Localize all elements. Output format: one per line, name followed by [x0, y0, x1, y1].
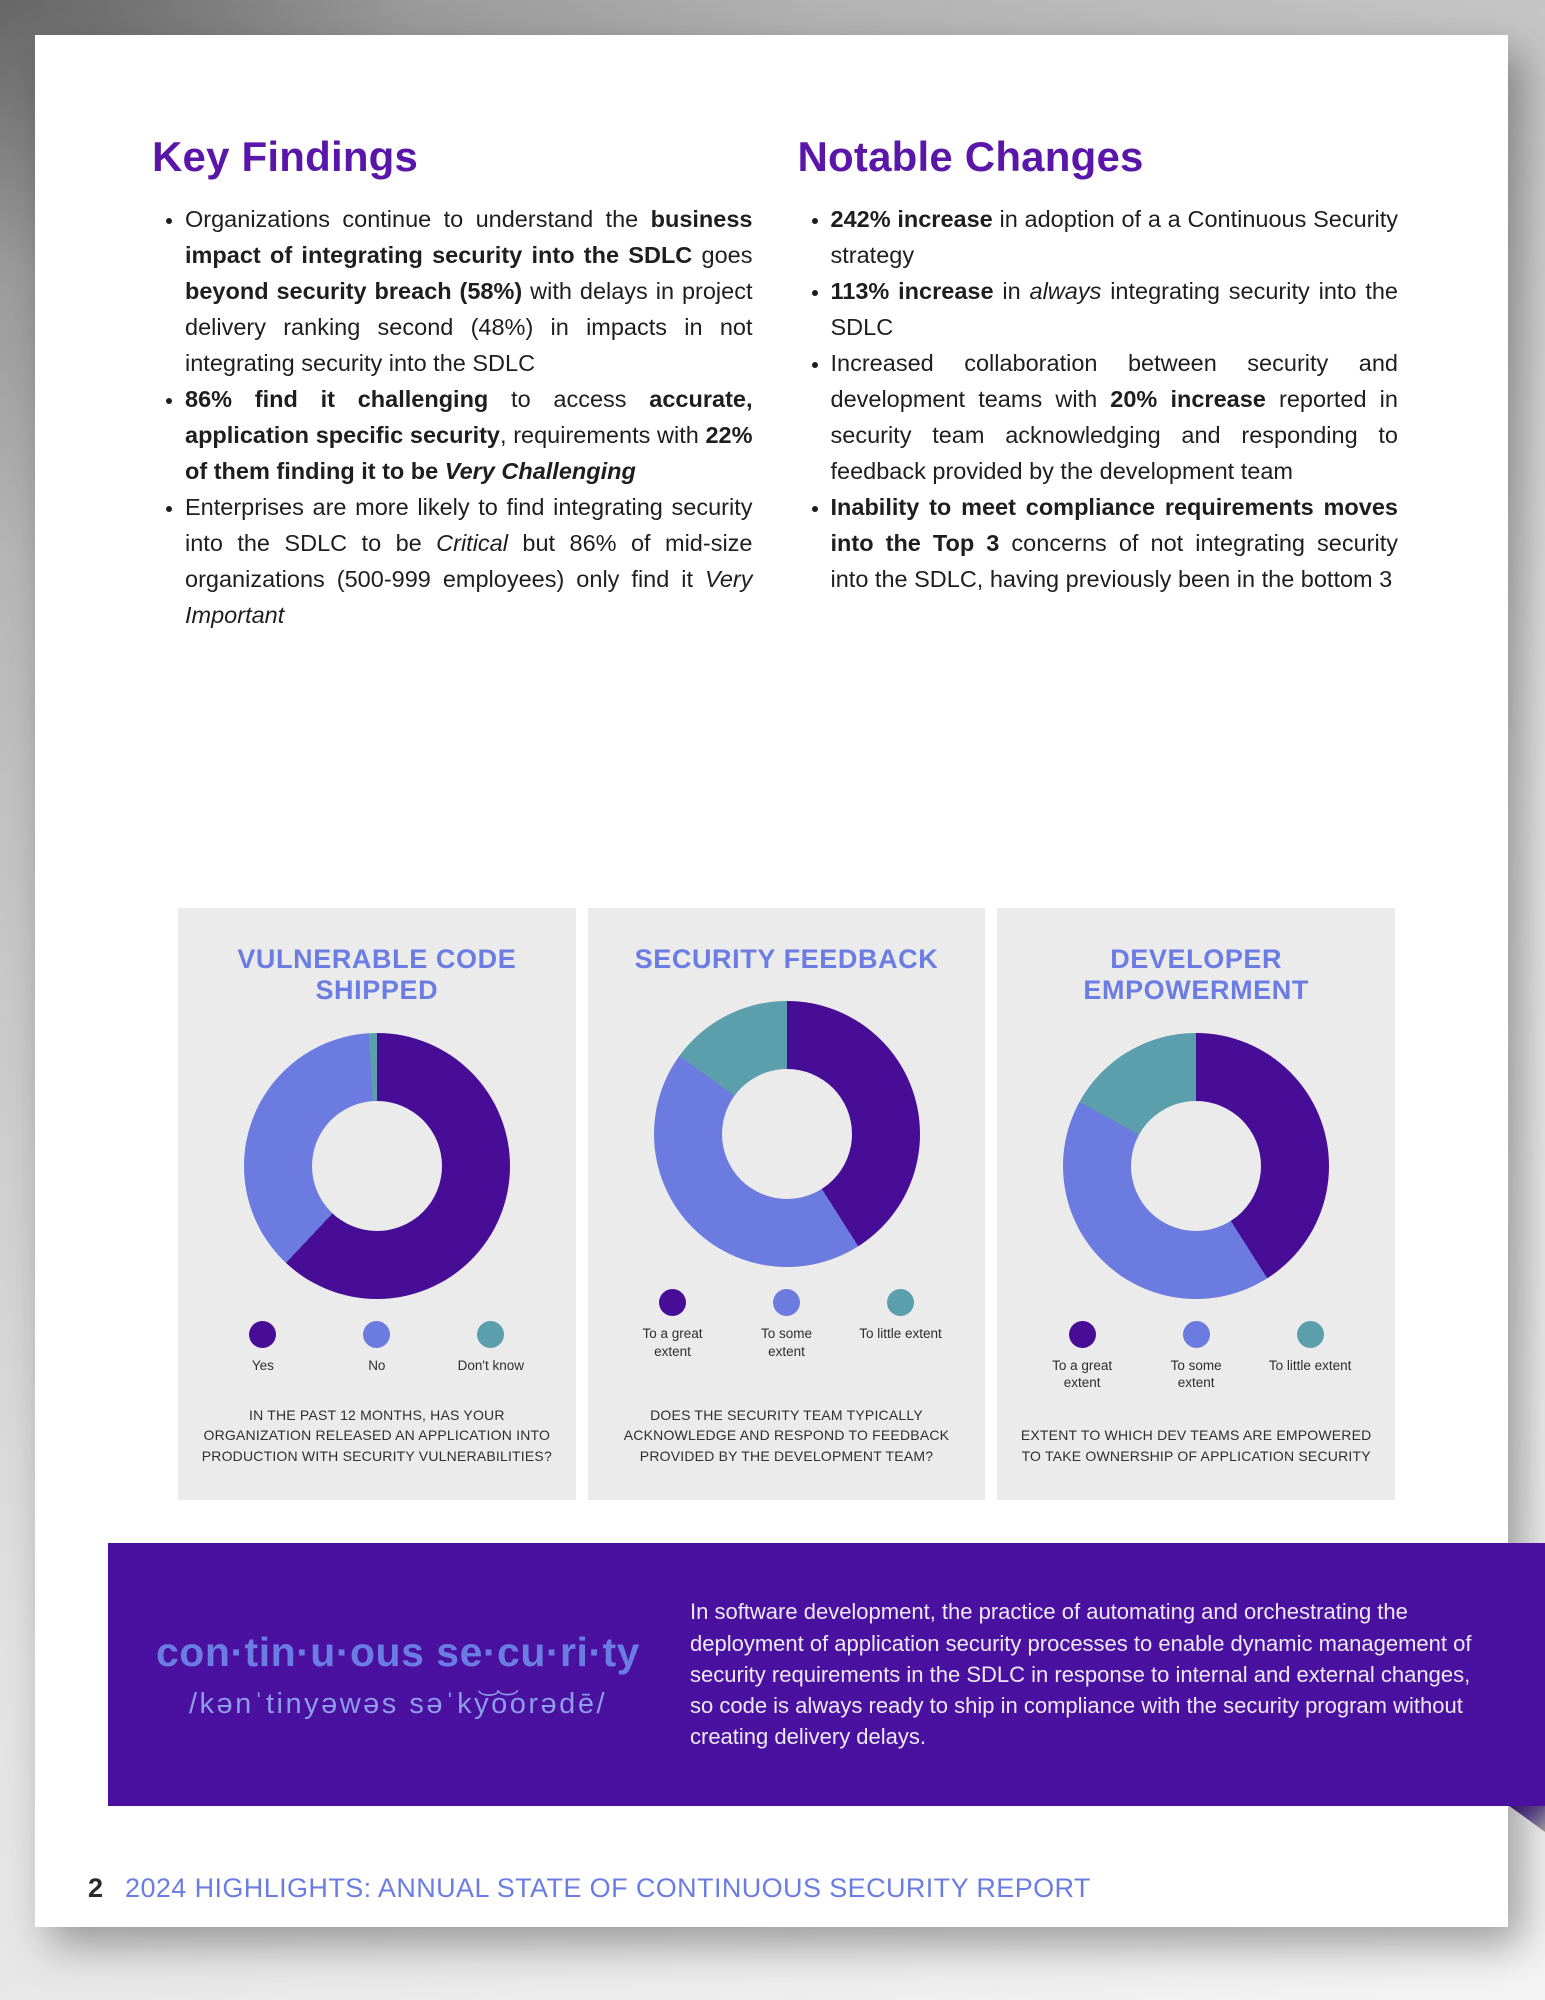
- legend-item: Don't know: [449, 1320, 533, 1375]
- legend-label: Yes: [251, 1357, 274, 1373]
- legend-swatch-icon: [659, 1289, 686, 1317]
- chart-title: DEVELOPER EMPOWERMENT: [1083, 944, 1309, 1006]
- key-findings-title: Key Findings: [152, 133, 419, 180]
- bullet-item: 242% increase in adoption of a a Continu…: [831, 201, 1399, 273]
- definition-term-block: con·tin·u·ous se·cu·ri·ty /kənˈtinyəwəs …: [138, 1629, 658, 1721]
- page-footer: 2 2024 HIGHLIGHTS: ANNUAL STATE OF CONTI…: [88, 1873, 1091, 1904]
- chart-card-vulnerable-code: VULNERABLE CODE SHIPPED Yes No Don't kno…: [178, 908, 576, 1500]
- legend-swatch-icon: [773, 1289, 800, 1317]
- legend-item: No: [335, 1320, 419, 1375]
- legend-item: To little extent: [859, 1289, 943, 1343]
- chart-caption: EXTENT TO WHICH DEV TEAMS ARE EMPOWERED …: [1020, 1427, 1372, 1464]
- legend-swatch-icon: [1182, 1320, 1210, 1348]
- legend-swatch-icon: [249, 1320, 277, 1348]
- legend-label: Don't know: [457, 1357, 525, 1373]
- legend-label: To a great extent: [1052, 1357, 1113, 1391]
- legend-swatch-icon: [363, 1320, 391, 1348]
- text-columns: Key Findings Organizations continue to u…: [152, 133, 1398, 633]
- legend-label: No: [368, 1357, 386, 1373]
- bullet-item: 86% find it challenging to access accura…: [185, 381, 753, 489]
- legend-label: To some extent: [760, 1326, 813, 1359]
- charts-row: VULNERABLE CODE SHIPPED Yes No Don't kno…: [178, 908, 1396, 1500]
- notable-changes-section: Notable Changes 242% increase in adoptio…: [798, 133, 1399, 633]
- legend-item: Yes: [221, 1320, 305, 1375]
- donut-chart: [1063, 1032, 1330, 1299]
- legend-label: To some extent: [1170, 1357, 1222, 1391]
- chart-legend: To a great extent To some extent To litt…: [631, 1289, 943, 1360]
- donut-chart: [653, 1001, 920, 1268]
- legend-label: To a great extent: [642, 1326, 703, 1359]
- bullet-item: Organizations continue to understand the…: [185, 201, 753, 381]
- term-phonetic: /kənˈtinyəwəs səˈky͝o͝orədē/: [189, 1687, 607, 1720]
- legend-swatch-icon: [1296, 1320, 1324, 1348]
- chart-caption: IN THE PAST 12 MONTHS, HAS YOUR ORGANIZA…: [201, 1407, 552, 1464]
- legend-swatch-icon: [1068, 1320, 1096, 1348]
- legend-item: To a great extent: [1040, 1320, 1124, 1392]
- key-findings-list: Organizations continue to understand the…: [152, 201, 753, 633]
- legend-item: To a great extent: [631, 1289, 715, 1360]
- legend-swatch-icon: [477, 1320, 505, 1348]
- legend-label: To little extent: [859, 1326, 942, 1342]
- term-title: con·tin·u·ous se·cu·ri·ty: [156, 1628, 640, 1675]
- legend-item: To some extent: [1154, 1320, 1238, 1392]
- bullet-item: Increased collaboration between security…: [831, 345, 1399, 489]
- notable-changes-title: Notable Changes: [797, 133, 1144, 180]
- banner-fold-corner-icon: [1508, 1805, 1545, 1832]
- chart-title: VULNERABLE CODE SHIPPED: [237, 944, 517, 1006]
- footer-title: 2024 HIGHLIGHTS: ANNUAL STATE OF CONTINU…: [125, 1873, 1091, 1903]
- chart-caption: DOES THE SECURITY TEAM TYPICALLY ACKNOWL…: [623, 1407, 950, 1464]
- notable-changes-list: 242% increase in adoption of a a Continu…: [798, 201, 1399, 597]
- legend-item: To little extent: [1268, 1320, 1352, 1375]
- chart-card-security-feedback: SECURITY FEEDBACK To a great extent To s…: [587, 908, 986, 1500]
- page-number: 2: [88, 1873, 104, 1903]
- chart-card-developer-empowerment: DEVELOPER EMPOWERMENT To a great extent …: [997, 908, 1396, 1500]
- definition-text: In software development, the practice of…: [690, 1599, 1472, 1750]
- bullet-item: Enterprises are more likely to find inte…: [185, 489, 753, 633]
- bullet-item: 113% increase in always integrating secu…: [831, 273, 1399, 345]
- legend-item: To some extent: [745, 1289, 829, 1360]
- legend-label: To little extent: [1268, 1357, 1352, 1373]
- bullet-item: Inability to meet compliance requirement…: [831, 489, 1399, 597]
- chart-legend: Yes No Don't know: [221, 1320, 533, 1375]
- chart-title: SECURITY FEEDBACK: [634, 944, 939, 974]
- chart-legend: To a great extent To some extent To litt…: [1040, 1320, 1352, 1392]
- definition-banner: con·tin·u·ous se·cu·ri·ty /kənˈtinyəwəs …: [108, 1543, 1545, 1806]
- key-findings-section: Key Findings Organizations continue to u…: [152, 133, 753, 633]
- legend-swatch-icon: [887, 1289, 914, 1317]
- donut-chart: [243, 1032, 510, 1299]
